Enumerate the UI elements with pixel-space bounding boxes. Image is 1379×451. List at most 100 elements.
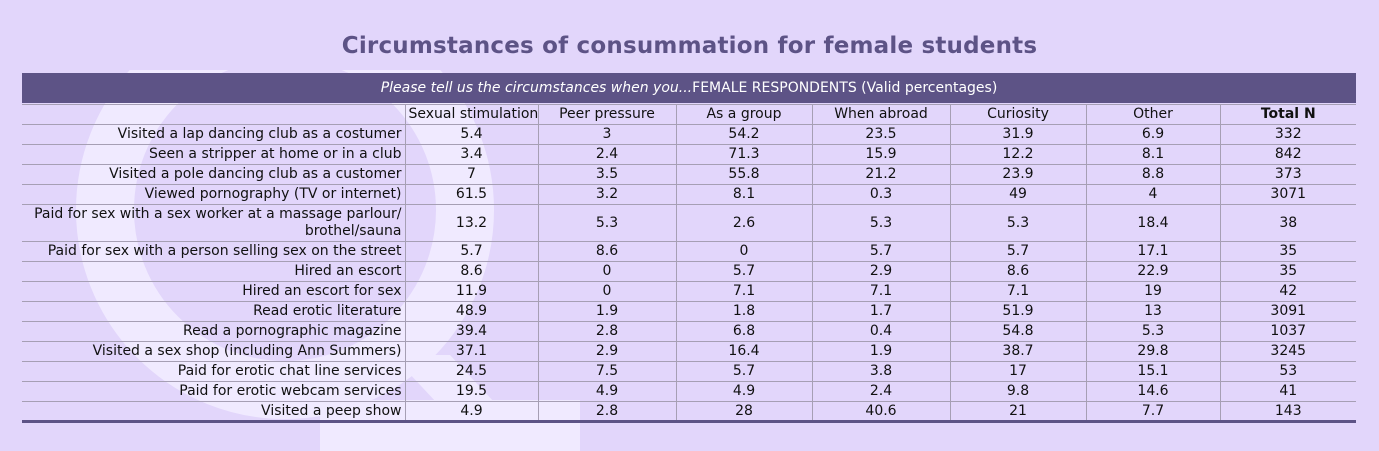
table-cell: 31.9 <box>949 124 1086 145</box>
table-cell: 13.2 <box>404 204 538 242</box>
table-cell: 61.5 <box>404 184 538 205</box>
table-caption-bar: Please tell us the circumstances when yo… <box>22 73 1356 103</box>
table-cell: 842 <box>1219 144 1356 165</box>
table-cell: 9.8 <box>949 381 1086 402</box>
table-cell: 40.6 <box>811 401 950 421</box>
table-cell: 53 <box>1219 361 1356 382</box>
table-row: Hired an escort for sex 11.9 0 7.1 7.1 7.1 19 4… <box>22 281 1356 302</box>
table-cell: 22.9 <box>1085 261 1220 282</box>
table-cell: 3245 <box>1219 341 1356 362</box>
table-cell: 17 <box>949 361 1086 382</box>
table-cell: 29.8 <box>1085 341 1220 362</box>
table-cell: 21 <box>949 401 1086 421</box>
row-label: Paid for sex with a sex worker at a mass… <box>22 204 405 242</box>
table-row: Paid for sex with a sex worker at a mass… <box>22 204 1356 242</box>
table-cell: 3 <box>537 124 676 145</box>
table-cell: 4.9 <box>404 401 538 421</box>
table-cell: 18.4 <box>1085 204 1220 242</box>
table-cell: 15.9 <box>811 144 950 165</box>
table-cell: 17.1 <box>1085 241 1220 262</box>
table-row: Paid for erotic webcam services 19.5 4.9 4.… <box>22 381 1356 402</box>
table-cell: 24.5 <box>404 361 538 382</box>
table-cell: 7.7 <box>1085 401 1220 421</box>
table-cell: 8.1 <box>675 184 812 205</box>
row-label: Paid for erotic chat line services <box>22 361 405 382</box>
table-cell: 5.3 <box>949 204 1086 242</box>
row-label: Visited a sex shop (including Ann Summer… <box>22 341 405 362</box>
table-cell: 1.8 <box>675 301 812 322</box>
table-cell: 49 <box>949 184 1086 205</box>
table-row: Hired an escort 8.6 0 5.7 2.9 8.6 22.9 35 <box>22 261 1356 282</box>
table-cell: 19 <box>1085 281 1220 302</box>
table-cell: 4.9 <box>675 381 812 402</box>
table-cell: 11.9 <box>404 281 538 302</box>
column-header-sexual-stimulation: Sexual stimulation <box>404 104 538 125</box>
table-cell: 5.7 <box>675 361 812 382</box>
table-cell: 1.9 <box>537 301 676 322</box>
table-cell: 55.8 <box>675 164 812 185</box>
row-label: Hired an escort for sex <box>22 281 405 302</box>
table-cell: 71.3 <box>675 144 812 165</box>
row-label: Visited a lap dancing club as a costumer <box>22 124 405 145</box>
table-cell: 3.8 <box>811 361 950 382</box>
table-row: Visited a sex shop (including Ann Summer… <box>22 341 1356 362</box>
table-cell: 5.3 <box>1085 321 1220 342</box>
table-row: Visited a peep show 4.9 2.8 28 40.6 21 7.7 143 <box>22 401 1356 421</box>
table-cell: 7.1 <box>811 281 950 302</box>
table-cell: 8.6 <box>537 241 676 262</box>
table-row: Visited a lap dancing club as a costumer… <box>22 124 1356 145</box>
table-cell: 2.4 <box>811 381 950 402</box>
table-cell: 5.3 <box>811 204 950 242</box>
row-label: Read a pornographic magazine <box>22 321 405 342</box>
column-header-label <box>22 104 405 125</box>
table-cell: 23.9 <box>949 164 1086 185</box>
table-cell: 7 <box>404 164 538 185</box>
table-row: Read a pornographic magazine 39.4 2.8 6.8 0.… <box>22 321 1356 342</box>
table-row: Seen a stripper at home or in a club 3.4 2… <box>22 144 1356 165</box>
table-cell: 3071 <box>1219 184 1356 205</box>
table-cell: 38 <box>1219 204 1356 242</box>
table-cell: 8.1 <box>1085 144 1220 165</box>
table-cell: 2.9 <box>537 341 676 362</box>
table-cell: 5.7 <box>949 241 1086 262</box>
table-cell: 5.7 <box>404 241 538 262</box>
table-cell: 39.4 <box>404 321 538 342</box>
row-label: Paid for sex with a person selling sex o… <box>22 241 405 262</box>
row-label: Visited a pole dancing club as a custome… <box>22 164 405 185</box>
row-label: Seen a stripper at home or in a club <box>22 144 405 165</box>
table-cell: 35 <box>1219 261 1356 282</box>
page-title: Circumstances of consummation for female… <box>341 33 1038 59</box>
table-cell: 54.2 <box>675 124 812 145</box>
caption-question: Please tell us the circumstances when yo… <box>380 80 693 96</box>
table-row: Paid for sex with a person selling sex o… <box>22 241 1356 262</box>
table-row: Paid for erotic chat line services 24.5 7.… <box>22 361 1356 382</box>
table-cell: 4.9 <box>537 381 676 402</box>
caption-respondents: FEMALE RESPONDENTS (Valid percentages) <box>692 80 998 96</box>
table-cell: 7.1 <box>675 281 812 302</box>
table-cell: 2.6 <box>675 204 812 242</box>
row-label: Hired an escort <box>22 261 405 282</box>
table-row: Viewed pornography (TV or internet) 61.5 3… <box>22 184 1356 205</box>
table-cell: 5.3 <box>537 204 676 242</box>
table-cell: 54.8 <box>949 321 1086 342</box>
table-cell: 0 <box>675 241 812 262</box>
table-cell: 1037 <box>1219 321 1356 342</box>
table-row: Read erotic literature 48.9 1.9 1.8 1.7 51.9 1… <box>22 301 1356 322</box>
table-bottom-rule <box>22 420 1356 423</box>
table-cell: 48.9 <box>404 301 538 322</box>
table-cell: 13 <box>1085 301 1220 322</box>
row-label: Paid for erotic webcam services <box>22 381 405 402</box>
table-cell: 0 <box>537 261 676 282</box>
table-cell: 7.1 <box>949 281 1086 302</box>
table-cell: 2.8 <box>537 321 676 342</box>
table-cell: 5.7 <box>811 241 950 262</box>
table-cell: 8.8 <box>1085 164 1220 185</box>
table-cell: 42 <box>1219 281 1356 302</box>
table-cell: 4 <box>1085 184 1220 205</box>
table-cell: 143 <box>1219 401 1356 421</box>
table-cell: 1.9 <box>811 341 950 362</box>
table-cell: 6.8 <box>675 321 812 342</box>
table-cell: 14.6 <box>1085 381 1220 402</box>
table-cell: 0.3 <box>811 184 950 205</box>
column-header-as-a-group: As a group <box>675 104 812 125</box>
